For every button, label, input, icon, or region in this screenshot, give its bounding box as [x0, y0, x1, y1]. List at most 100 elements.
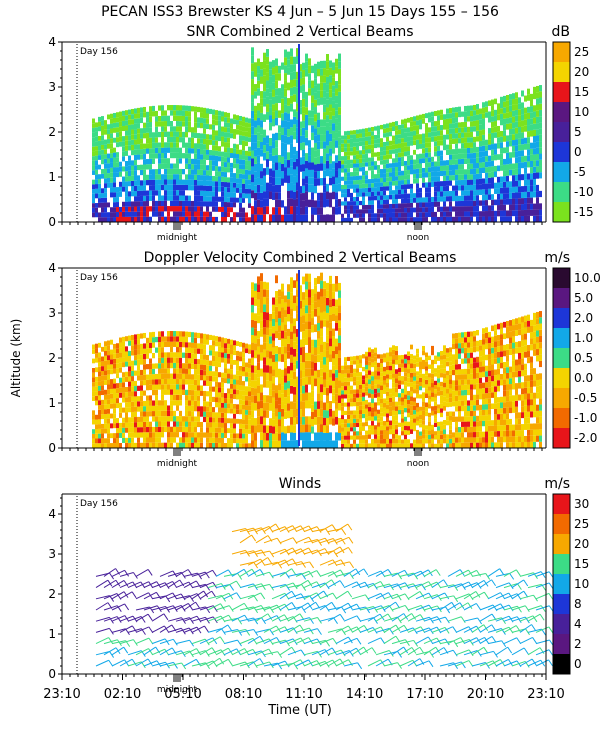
data-cell	[314, 347, 317, 356]
data-cell	[500, 159, 503, 166]
data-cell	[107, 202, 110, 208]
data-cell	[293, 116, 296, 125]
data-cell	[131, 180, 134, 187]
data-cell	[533, 172, 536, 180]
data-cell	[500, 119, 503, 126]
data-cell	[290, 440, 293, 448]
data-cell	[209, 196, 212, 202]
data-cell	[131, 386, 134, 392]
data-cell	[239, 197, 242, 203]
data-cell	[164, 362, 167, 369]
data-cell	[98, 342, 101, 348]
data-cell	[365, 209, 368, 214]
data-cell	[152, 405, 155, 412]
data-cell	[533, 117, 536, 124]
data-cell	[287, 306, 290, 315]
data-cell	[377, 422, 380, 427]
data-cell	[428, 212, 431, 218]
data-cell	[299, 186, 302, 194]
data-cell	[146, 190, 149, 196]
data-cell	[92, 443, 95, 448]
data-cell	[185, 179, 188, 185]
data-cell	[98, 217, 101, 222]
data-cell	[518, 162, 521, 169]
data-cell	[389, 217, 392, 222]
data-cell	[335, 162, 338, 171]
data-cell	[446, 191, 449, 197]
data-cell	[467, 179, 470, 185]
data-cell	[428, 132, 431, 138]
data-cell	[164, 442, 167, 448]
data-cell	[128, 124, 131, 131]
data-cell	[170, 142, 173, 148]
data-cell	[239, 183, 242, 189]
data-cell	[311, 147, 314, 156]
data-cell	[464, 121, 467, 128]
data-cell	[230, 428, 233, 434]
data-cell	[176, 206, 179, 212]
data-cell	[464, 169, 467, 175]
data-cell	[287, 136, 290, 145]
data-cell	[215, 145, 218, 151]
data-cell	[125, 376, 128, 382]
data-cell	[293, 146, 296, 155]
data-cell	[539, 97, 542, 104]
data-cell	[356, 355, 359, 360]
data-cell	[380, 372, 383, 377]
data-cell	[104, 183, 107, 189]
data-cell	[422, 167, 425, 173]
data-cell	[527, 88, 530, 95]
data-cell	[233, 428, 236, 434]
data-cell	[323, 440, 326, 448]
data-cell	[344, 147, 347, 152]
data-cell	[440, 186, 443, 192]
data-cell	[215, 196, 218, 202]
data-cell	[347, 377, 350, 382]
data-cell	[125, 346, 128, 352]
data-cell	[365, 413, 368, 418]
data-cell	[341, 217, 344, 222]
data-cell	[437, 171, 440, 177]
data-cell	[164, 121, 167, 127]
data-cell	[302, 156, 305, 165]
data-cell	[101, 390, 104, 396]
data-cell	[347, 365, 350, 370]
data-cell	[344, 443, 347, 448]
data-cell	[326, 402, 329, 411]
data-cell	[125, 211, 128, 217]
data-cell	[179, 158, 182, 164]
data-cell	[143, 364, 146, 370]
data-cell	[251, 304, 254, 313]
data-cell	[209, 422, 212, 428]
data-cell	[326, 199, 329, 207]
data-cell	[308, 344, 311, 353]
data-cell	[374, 434, 377, 439]
data-cell	[272, 390, 275, 398]
data-cell	[272, 319, 275, 327]
data-cell	[497, 137, 500, 143]
data-cell	[320, 156, 323, 164]
data-cell	[95, 207, 98, 213]
data-cell	[206, 170, 209, 176]
data-cell	[440, 109, 443, 115]
data-cell	[293, 280, 296, 288]
data-cell	[353, 443, 356, 448]
data-cell	[470, 174, 473, 180]
data-cell	[377, 430, 380, 436]
data-cell	[182, 379, 185, 385]
data-cell	[335, 385, 338, 394]
data-cell	[323, 372, 326, 380]
data-cell	[206, 442, 209, 448]
data-cell	[365, 153, 368, 159]
data-cell	[152, 200, 155, 207]
data-cell	[311, 155, 314, 163]
data-cell	[251, 372, 254, 381]
data-cell	[128, 335, 131, 341]
data-cell	[188, 111, 191, 117]
data-cell	[359, 443, 362, 448]
data-cell	[362, 439, 365, 444]
data-cell	[212, 335, 215, 341]
data-cell	[365, 136, 368, 141]
data-cell	[206, 185, 209, 192]
data-cell	[245, 155, 248, 161]
